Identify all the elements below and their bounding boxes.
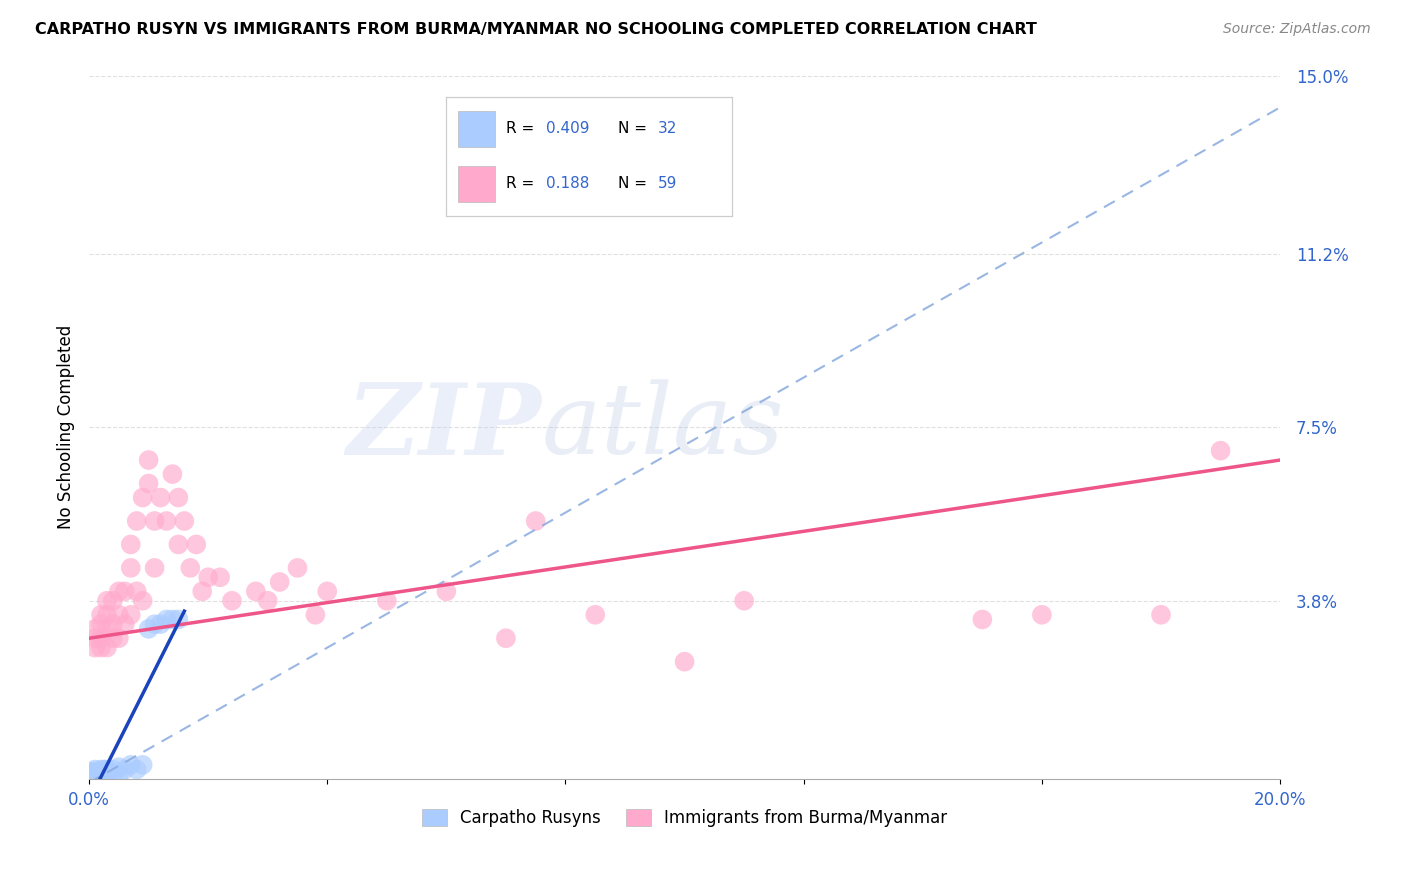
- Point: [167, 491, 190, 505]
- Point: [87, 764, 110, 779]
- Point: [149, 491, 172, 505]
- Point: [138, 453, 160, 467]
- Point: [90, 640, 112, 655]
- Point: [80, 764, 103, 779]
- Point: [186, 537, 208, 551]
- Point: [155, 514, 177, 528]
- Point: [108, 607, 131, 622]
- Point: [101, 593, 124, 607]
- Point: [167, 537, 190, 551]
- Point: [131, 757, 153, 772]
- Point: [1150, 607, 1173, 622]
- Point: [138, 476, 160, 491]
- Point: [125, 514, 148, 528]
- Point: [101, 617, 124, 632]
- Point: [138, 622, 160, 636]
- Point: [269, 574, 291, 589]
- Point: [108, 584, 131, 599]
- Point: [96, 622, 118, 636]
- Text: ZIP: ZIP: [347, 379, 541, 475]
- Point: [90, 767, 112, 781]
- Point: [90, 607, 112, 622]
- Point: [162, 612, 184, 626]
- Point: [90, 632, 112, 646]
- Text: atlas: atlas: [541, 380, 785, 475]
- Point: [101, 632, 124, 646]
- Point: [972, 612, 994, 626]
- Point: [101, 763, 124, 777]
- Point: [287, 561, 309, 575]
- Point: [101, 767, 124, 781]
- Point: [143, 561, 166, 575]
- Point: [173, 514, 195, 528]
- Point: [96, 767, 118, 781]
- Point: [120, 561, 142, 575]
- Point: [221, 593, 243, 607]
- Point: [256, 593, 278, 607]
- Point: [1209, 443, 1232, 458]
- Point: [93, 763, 115, 777]
- Point: [87, 767, 110, 781]
- Text: Source: ZipAtlas.com: Source: ZipAtlas.com: [1223, 22, 1371, 37]
- Point: [375, 593, 398, 607]
- Point: [179, 561, 201, 575]
- Point: [80, 767, 103, 781]
- Point: [96, 607, 118, 622]
- Text: CARPATHO RUSYN VS IMMIGRANTS FROM BURMA/MYANMAR NO SCHOOLING COMPLETED CORRELATI: CARPATHO RUSYN VS IMMIGRANTS FROM BURMA/…: [35, 22, 1038, 37]
- Point: [114, 617, 136, 632]
- Point: [191, 584, 214, 599]
- Point: [108, 767, 131, 781]
- Legend: Carpatho Rusyns, Immigrants from Burma/Myanmar: Carpatho Rusyns, Immigrants from Burma/M…: [415, 803, 955, 834]
- Point: [80, 770, 103, 784]
- Point: [149, 617, 172, 632]
- Point: [155, 612, 177, 626]
- Point: [84, 622, 107, 636]
- Point: [245, 584, 267, 599]
- Point: [96, 763, 118, 777]
- Point: [125, 763, 148, 777]
- Point: [495, 632, 517, 646]
- Point: [120, 537, 142, 551]
- Point: [90, 770, 112, 784]
- Point: [304, 607, 326, 622]
- Point: [143, 514, 166, 528]
- Point: [90, 763, 112, 777]
- Point: [87, 770, 110, 784]
- Point: [84, 770, 107, 784]
- Point: [84, 767, 107, 781]
- Point: [114, 763, 136, 777]
- Point: [583, 607, 606, 622]
- Point: [108, 632, 131, 646]
- Point: [143, 617, 166, 632]
- Point: [120, 757, 142, 772]
- Point: [167, 612, 190, 626]
- Point: [84, 640, 107, 655]
- Point: [162, 467, 184, 482]
- Point: [84, 763, 107, 777]
- Point: [131, 593, 153, 607]
- Point: [84, 632, 107, 646]
- Point: [197, 570, 219, 584]
- Point: [108, 760, 131, 774]
- Point: [114, 584, 136, 599]
- Point: [120, 607, 142, 622]
- Point: [524, 514, 547, 528]
- Point: [84, 764, 107, 779]
- Point: [209, 570, 232, 584]
- Point: [1031, 607, 1053, 622]
- Point: [434, 584, 457, 599]
- Point: [96, 764, 118, 779]
- Point: [673, 655, 696, 669]
- Point: [96, 593, 118, 607]
- Y-axis label: No Schooling Completed: No Schooling Completed: [58, 325, 75, 529]
- Point: [316, 584, 339, 599]
- Point: [131, 491, 153, 505]
- Point: [93, 767, 115, 781]
- Point: [733, 593, 755, 607]
- Point: [90, 617, 112, 632]
- Point: [96, 640, 118, 655]
- Point: [125, 584, 148, 599]
